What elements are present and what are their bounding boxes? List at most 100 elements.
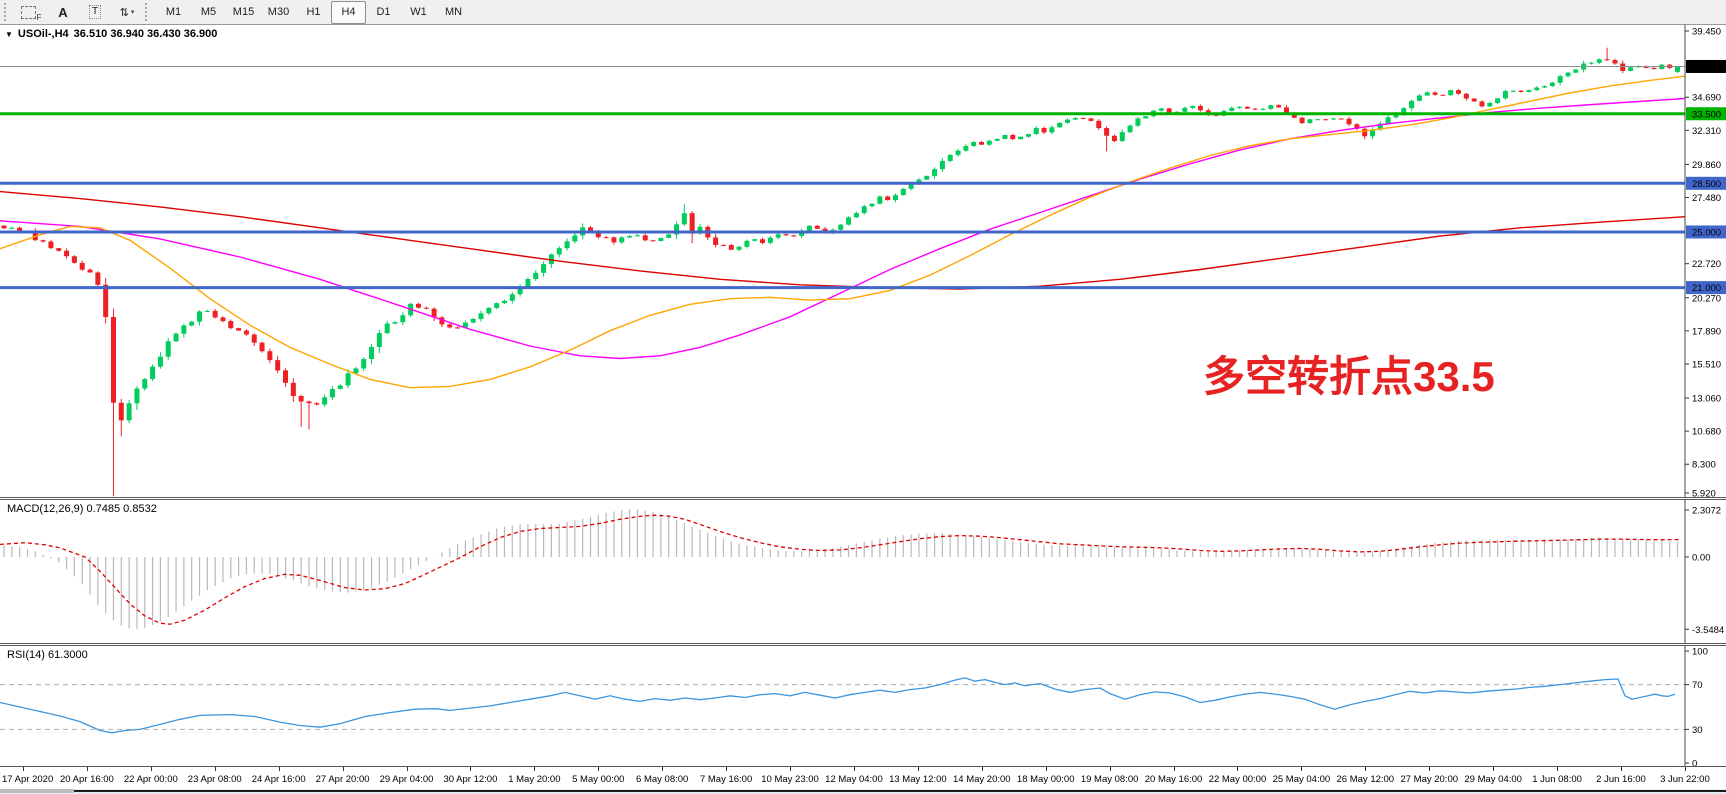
fibonacci-tool-button[interactable]: F <box>15 1 47 24</box>
time-axis-label: 7 May 16:00 <box>699 774 753 785</box>
price-badge <box>1686 225 1726 239</box>
time-axis-label: 18 May 00:00 <box>1016 774 1075 785</box>
svg-text:20.270: 20.270 <box>1692 293 1721 304</box>
timeframe-m30-button[interactable]: M30 <box>267 6 290 18</box>
toolbar-grip[interactable] <box>145 3 151 21</box>
time-axis-label: 14 May 20:00 <box>953 774 1011 785</box>
price-chart-canvas[interactable]: 39.450 34.690 32.310 29.860 27.480 22.720 20.2… <box>0 25 1726 497</box>
svg-text:2.3072: 2.3072 <box>1692 506 1721 517</box>
rsi-axis[interactable]: 100 70 30 0 <box>1684 646 1708 766</box>
time-axis-label: 12 May 04:00 <box>825 774 883 785</box>
macd-label: MACD(12,26,9) 0.7485 0.8532 <box>7 503 157 515</box>
time-axis-label: 1 May 20:00 <box>508 774 561 785</box>
svg-text:21.000: 21.000 <box>1692 283 1721 294</box>
time-tick <box>534 767 536 771</box>
svg-text:32.310: 32.310 <box>1692 126 1721 137</box>
svg-text:28.500: 28.500 <box>1692 179 1721 190</box>
chart-area: 39.450 34.690 32.310 29.860 27.480 22.720 20.2… <box>0 25 1726 794</box>
rsi-panel[interactable]: 100 70 30 0 RSI(14) 61.3000 <box>0 646 1726 766</box>
svg-text:-3.5484: -3.5484 <box>1692 625 1724 636</box>
time-axis-label: 20 Apr 16:00 <box>59 774 114 785</box>
rsi-label: RSI(14) 61.3000 <box>7 649 88 661</box>
time-axis-label: 10 May 23:00 <box>761 774 819 785</box>
time-tick <box>214 767 216 771</box>
macd-chart-canvas[interactable]: 2.3072 0.00 -3.5484 <box>0 500 1726 643</box>
timeframe-m5-button[interactable]: M5 <box>200 6 217 18</box>
time-axis-label: 26 May 12:00 <box>1336 774 1395 785</box>
chart-dropdown-icon[interactable]: ▼ <box>5 29 13 39</box>
timeframe-h4-button[interactable]: H4 <box>331 0 366 24</box>
time-axis-label: 17 Apr 2020 <box>2 774 54 785</box>
timeframe-w1-button[interactable]: W1 <box>410 6 427 18</box>
time-tick <box>150 767 152 771</box>
price-badge <box>1686 281 1726 295</box>
time-tick <box>1365 767 1367 771</box>
price-badge <box>1686 176 1726 190</box>
panel-separator[interactable] <box>0 643 1726 646</box>
bottom-scrollbar[interactable] <box>0 789 1726 794</box>
timeframe-m1-button[interactable]: M1 <box>165 6 182 18</box>
timeframe-m15-button[interactable]: M15 <box>232 6 255 18</box>
time-axis-label: 24 Apr 16:00 <box>251 774 306 785</box>
svg-text:100: 100 <box>1692 647 1708 658</box>
time-axis-label: 3 Jun 22:00 <box>1660 774 1710 785</box>
svg-text:29.860: 29.860 <box>1692 160 1721 171</box>
ma-orange <box>0 75 1686 389</box>
chart-title[interactable]: ▼ USOil-,H4 36.510 36.940 36.430 36.900 <box>5 28 217 40</box>
timeframe-h1-button[interactable]: H1 <box>306 6 321 18</box>
toolbar: F A T ⇅ ▾ M1 M5 M15 M30 H1 H4 D1 W1 MN <box>0 0 1726 25</box>
chevron-down-icon: ▾ <box>130 9 135 16</box>
time-tick <box>86 767 88 771</box>
svg-text:30: 30 <box>1692 725 1703 736</box>
timeframe-d1-button[interactable]: D1 <box>376 6 391 18</box>
time-axis-label: 30 Apr 12:00 <box>443 774 498 785</box>
time-tick <box>1493 767 1495 771</box>
time-axis-label: 29 May 04:00 <box>1464 774 1522 785</box>
scroll-line <box>74 790 1726 792</box>
arrows-tool-button[interactable]: ⇅ ▾ <box>111 1 143 24</box>
ohlc-values: 36.510 36.940 36.430 36.900 <box>73 28 218 40</box>
price-axis[interactable]: 39.450 34.690 32.310 29.860 27.480 22.720 20.2… <box>1684 25 1726 497</box>
svg-text:13.060: 13.060 <box>1692 394 1721 405</box>
time-axis-label: 2 Jun 16:00 <box>1596 774 1646 785</box>
time-axis-label: 19 May 08:00 <box>1080 774 1139 785</box>
time-axis-label: 27 Apr 20:00 <box>315 774 370 785</box>
time-axis-label: 25 May 04:00 <box>1272 774 1331 785</box>
rsi-chart-canvas[interactable]: 100 70 30 0 <box>0 646 1726 766</box>
time-tick <box>1173 767 1175 771</box>
time-axis[interactable]: 17 Apr 2020 20 Apr 16:00 22 Apr 00:00 23 Ap… <box>0 766 1726 789</box>
time-axis-label: 22 Apr 00:00 <box>123 774 178 785</box>
svg-text:36.900: 36.900 <box>1692 62 1721 73</box>
time-axis-label: 1 Jun 08:00 <box>1532 774 1582 785</box>
time-tick <box>1429 767 1431 771</box>
timeframe-mn-button[interactable]: MN <box>444 6 463 18</box>
svg-text:33.500: 33.500 <box>1692 109 1721 120</box>
macd-panel[interactable]: 2.3072 0.00 -3.5484 MACD(12,26,9) 0.7485 0… <box>0 500 1726 643</box>
time-axis-label: 23 Apr 08:00 <box>187 774 242 785</box>
svg-text:27.480: 27.480 <box>1692 193 1721 204</box>
macd-axis[interactable]: 2.3072 0.00 -3.5484 <box>1684 500 1724 643</box>
arrows-icon: ⇅ <box>119 6 129 19</box>
annotation-text: 多空转折点33.5 <box>1203 353 1495 400</box>
text-tool-button[interactable]: A <box>47 1 79 24</box>
time-tick <box>1045 767 1047 771</box>
time-tick <box>470 767 472 771</box>
macd-histogram <box>3 509 1679 630</box>
scrollbar-thumb[interactable] <box>0 789 74 793</box>
svg-text:25.000: 25.000 <box>1692 227 1721 238</box>
time-tick <box>23 767 24 771</box>
label-tool-button[interactable]: T <box>79 1 111 24</box>
time-tick <box>662 767 664 771</box>
toolbar-grip[interactable] <box>4 3 10 21</box>
svg-text:15.510: 15.510 <box>1692 359 1721 370</box>
time-tick <box>342 767 344 771</box>
rsi-line <box>0 677 1676 734</box>
svg-text:34.690: 34.690 <box>1692 93 1721 104</box>
time-tick <box>278 767 280 771</box>
time-axis-label: 5 May 00:00 <box>572 774 625 785</box>
price-panel[interactable]: 39.450 34.690 32.310 29.860 27.480 22.720 20.2… <box>0 25 1726 497</box>
panel-separator[interactable] <box>0 497 1726 500</box>
time-axis-label: 27 May 20:00 <box>1400 774 1459 785</box>
svg-text:8.300: 8.300 <box>1692 460 1716 471</box>
